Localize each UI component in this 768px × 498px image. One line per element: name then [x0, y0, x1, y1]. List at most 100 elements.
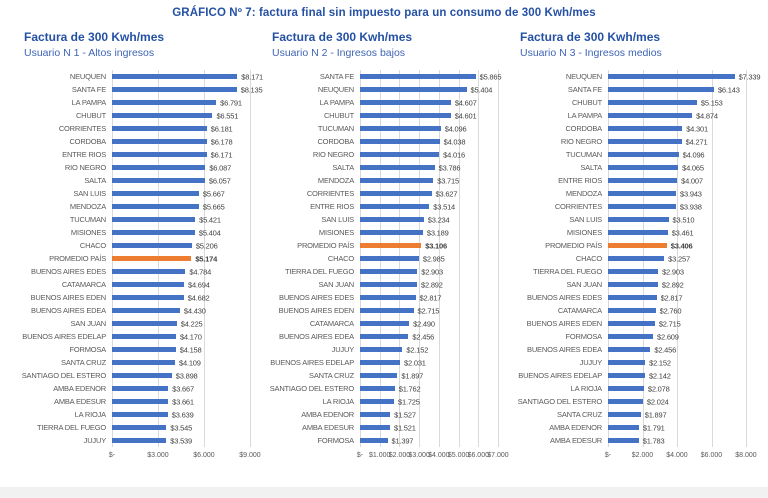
x-axis-tick-label: $8.000 [735, 452, 757, 460]
bar-cell: $3.938 [608, 200, 746, 213]
chart-row: NEUQUEN $7.339 [516, 70, 761, 83]
category-label: BUENOS AIRES EDEN [30, 293, 107, 303]
value-label: $6.551 [216, 111, 239, 121]
value-label: $1.725 [398, 397, 420, 407]
value-label: $2.490 [413, 319, 435, 329]
bar [360, 334, 409, 340]
category-label: ENTRE RIOS [62, 150, 106, 160]
bar [360, 269, 418, 275]
category-label: SAN LUIS [321, 215, 354, 225]
value-label: $4.109 [179, 358, 201, 368]
value-label: $2.456 [412, 332, 435, 342]
bar [608, 321, 655, 327]
bar [608, 295, 657, 301]
x-axis: $- $3.000 $6.000 $9.000 [108, 450, 261, 464]
gridline [711, 70, 713, 448]
bar-cell: $2.024 [608, 395, 746, 408]
value-label: $5.153 [700, 98, 723, 108]
x-axis-tick-label: $- [604, 452, 612, 460]
category-label: TUCUMAN [317, 124, 354, 134]
value-label: $4.016 [443, 150, 465, 160]
value-label: $3.786 [438, 163, 461, 173]
category-label: SAN JUAN [566, 280, 603, 290]
chart-row: CORRIENTES $6.181 [20, 122, 250, 135]
chart-row: JUJUY $2.152 [268, 343, 498, 356]
bar [608, 412, 641, 418]
chart-row: JUJUY $3.539 [20, 434, 250, 447]
chart-row: SANTA CRUZ $4.109 [20, 356, 250, 369]
value-label: $4.784 [189, 267, 212, 277]
x-axis-tick-label: $- [108, 452, 116, 460]
x-axis-tick-label: $2.000 [388, 452, 411, 460]
chart-row: BUENOS AIRES EDELAP $2.142 [516, 369, 746, 382]
bar-cell: $1.397 [360, 434, 498, 447]
bar [112, 373, 172, 379]
value-label: $2.817 [660, 293, 683, 303]
category-label: LA PAMPA [71, 98, 107, 108]
value-label: $3.715 [437, 176, 459, 186]
bar [112, 178, 205, 184]
bar [360, 399, 394, 405]
bar [112, 113, 213, 119]
bar-cell: $8.135 [112, 83, 263, 96]
bar [608, 204, 676, 210]
bar [112, 152, 207, 158]
category-label: PROMEDIO PAÍS [297, 241, 354, 251]
category-label: CHACO [79, 241, 106, 251]
chart-row: BUENOS AIRES EDELAP $4.170 [20, 330, 250, 343]
chart-row: NEUQUEN $8.171 [20, 70, 263, 83]
gridline [677, 70, 678, 448]
average-bar [112, 256, 192, 262]
category-label: TIERRA DEL FUEGO [532, 267, 602, 277]
chart-subtitle: Usuario N 1 - Altos ingresos [24, 46, 155, 59]
category-label: SANTIAGO DEL ESTERO [269, 384, 354, 394]
chart-subtitle: Usuario N 3 - Ingresos medios [520, 46, 662, 59]
value-label: $6.178 [210, 137, 233, 147]
bar [360, 412, 391, 418]
value-label: $3.406 [670, 241, 693, 251]
value-label: $2.031 [404, 358, 426, 368]
bar-cell: $6.551 [112, 109, 250, 122]
gridline [438, 70, 440, 448]
value-label: $4.271 [685, 137, 708, 147]
chart-row: SANTA FE $6.143 [516, 83, 746, 96]
x-axis-tick-label: $2.000 [631, 452, 654, 460]
value-label: $3.189 [426, 228, 449, 238]
category-label: JUJUY [83, 436, 107, 446]
bar-cell: $5.206 [112, 239, 250, 252]
category-label: BUENOS AIRES EDES [31, 267, 106, 277]
x-axis-tick-label: $5.000 [447, 452, 470, 460]
average-bar [360, 243, 422, 249]
chart-row: RIO NEGRO $4.271 [516, 135, 746, 148]
bar [360, 425, 390, 431]
category-label: LA PAMPA [567, 111, 603, 121]
bar-cell: $3.461 [608, 226, 746, 239]
chart-row: ENTRE RIOS $3.514 [268, 200, 498, 213]
bar-cell: $1.725 [360, 395, 498, 408]
chart-row: SANTA FE $8.135 [20, 83, 263, 96]
category-label: TIERRA DEL FUEGO [36, 423, 106, 433]
category-label: BUENOS AIRES EDEA [527, 345, 602, 355]
x-axis-tick-label: $1.000 [368, 452, 391, 460]
chart-row: BUENOS AIRES EDEN $2.715 [516, 317, 746, 330]
bar-cell: $2.456 [608, 343, 746, 356]
chart-row: TIERRA DEL FUEGO $2.903 [516, 265, 746, 278]
x-axis-tick-label: $- [356, 452, 364, 460]
bar [360, 438, 388, 444]
value-label: $2.985 [422, 254, 445, 264]
value-label: $4.038 [443, 137, 466, 147]
category-label: CORDOBA [317, 137, 354, 147]
category-label: CHUBUT [571, 98, 602, 108]
category-label: BUENOS AIRES EDES [279, 293, 354, 303]
category-label: NEUQUEN [317, 85, 354, 95]
bar [112, 191, 199, 197]
gridline [419, 70, 421, 448]
value-label: $3.234 [427, 215, 450, 225]
chart-row: CHACO $5.206 [20, 239, 250, 252]
category-label: MISIONES [70, 228, 106, 238]
chart-row: LA PAMPA $4.874 [516, 109, 746, 122]
category-label: AMBA EDESUR [54, 397, 106, 407]
chart-row: CHUBUT $5.153 [516, 96, 746, 109]
value-label: $1.783 [642, 436, 665, 446]
value-label: $2.715 [417, 306, 440, 316]
